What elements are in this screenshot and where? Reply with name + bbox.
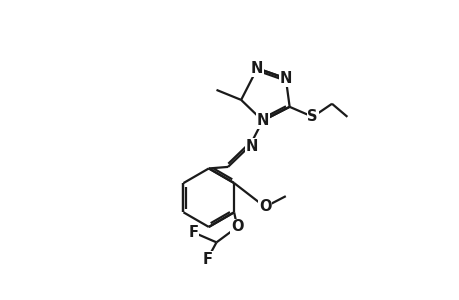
- Text: N: N: [251, 61, 263, 76]
- Text: S: S: [307, 110, 317, 124]
- Text: F: F: [188, 225, 198, 240]
- Text: N: N: [245, 139, 257, 154]
- Text: N: N: [256, 113, 269, 128]
- Text: O: O: [230, 220, 243, 235]
- Text: N: N: [279, 71, 291, 86]
- Text: F: F: [202, 252, 212, 267]
- Text: O: O: [258, 200, 271, 214]
